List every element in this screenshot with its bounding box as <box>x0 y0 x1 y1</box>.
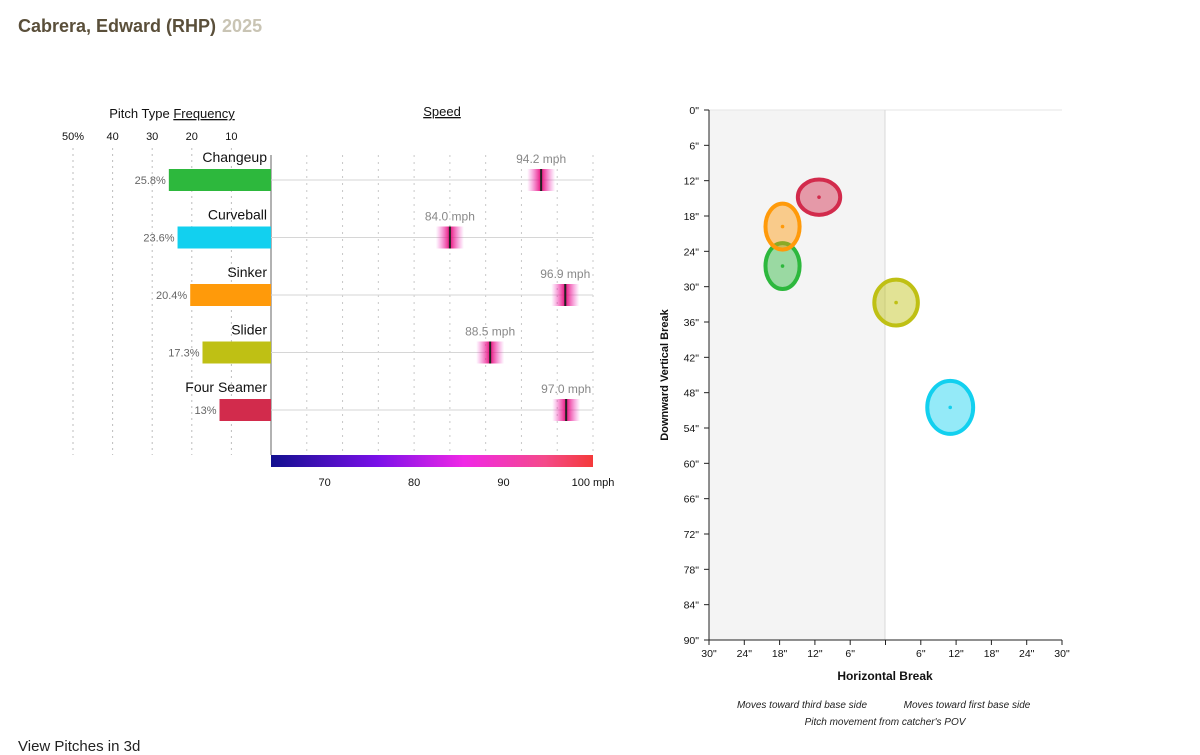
speed-value-label: 94.2 mph <box>516 152 566 166</box>
frequency-bar <box>190 284 271 306</box>
frequency-value-label: 25.8% <box>135 175 166 187</box>
pitch-movement-point <box>780 264 785 268</box>
catcher-pov-note: Pitch movement from catcher's POV <box>805 717 967 728</box>
frequency-bar <box>168 169 271 191</box>
frequency-tick-label: 10 <box>225 131 237 143</box>
x-tick-label: 30" <box>1054 648 1070 660</box>
x-tick-label: 24" <box>737 648 753 660</box>
speed-header[interactable]: Speed <box>423 104 461 119</box>
x-tick-label: 6" <box>845 648 855 660</box>
frequency-value-label: 23.6% <box>143 233 174 245</box>
frequency-tick-label: 40 <box>106 131 118 143</box>
frequency-tick-label: 20 <box>186 131 198 143</box>
speed-color-scale <box>271 455 593 467</box>
page-title: Cabrera, Edward (RHP) 2025 <box>18 16 262 37</box>
pitch-type-label: Sinker <box>227 264 267 280</box>
y-tick-label: 90" <box>684 635 700 647</box>
frequency-value-label: 17.3% <box>168 348 199 360</box>
pitch-type-label: Curveball <box>208 207 267 223</box>
frequency-header-prefix: Pitch Type <box>109 106 173 121</box>
y-tick-label: 84" <box>684 600 700 612</box>
frequency-bar <box>177 226 271 249</box>
x-tick-label: 6" <box>916 648 926 660</box>
frequency-tick-label: 30 <box>146 131 158 143</box>
y-tick-label: 18" <box>684 211 700 223</box>
speed-value-label: 97.0 mph <box>541 382 591 396</box>
y-tick-label: 12" <box>684 176 700 188</box>
third-base-note: Moves toward third base side <box>737 700 868 711</box>
third-base-side-region <box>709 110 885 640</box>
y-tick-label: 0" <box>689 105 699 117</box>
frequency-bar <box>219 399 271 421</box>
y-tick-label: 36" <box>684 317 700 329</box>
y-tick-label: 60" <box>684 458 700 470</box>
y-axis-label: Downward Vertical Break <box>659 308 671 440</box>
pitch-movement-point <box>948 405 953 410</box>
pitch-type-label: Four Seamer <box>185 379 267 395</box>
y-tick-label: 78" <box>684 564 700 576</box>
speed-tick-label: 100 mph <box>572 477 615 489</box>
pitch-movement-point <box>780 224 785 229</box>
frequency-header[interactable]: Pitch Type Frequency <box>109 106 235 121</box>
season-year: 2025 <box>222 16 263 36</box>
view-3d-link[interactable]: View Pitches in 3d <box>18 738 141 755</box>
frequency-tick-label: 50% <box>62 131 84 143</box>
pitch-movement-point <box>894 300 898 305</box>
speed-value-label: 88.5 mph <box>465 325 515 339</box>
y-tick-label: 54" <box>684 423 700 435</box>
speed-tick-label: 80 <box>408 477 420 489</box>
y-tick-label: 24" <box>684 246 700 258</box>
y-tick-label: 42" <box>684 352 700 364</box>
speed-tick-label: 90 <box>497 477 509 489</box>
x-tick-label: 18" <box>984 648 1000 660</box>
y-tick-label: 48" <box>684 388 700 400</box>
y-tick-label: 30" <box>684 282 700 294</box>
frequency-value-label: 20.4% <box>156 290 187 302</box>
pitch-type-label: Changeup <box>202 149 267 165</box>
x-tick-label: 12" <box>948 648 964 660</box>
speed-tick-label: 70 <box>319 477 331 489</box>
speed-value-label: 96.9 mph <box>540 267 590 281</box>
x-axis-label: Horizontal Break <box>837 669 933 683</box>
y-tick-label: 6" <box>689 140 699 152</box>
pitch-type-label: Slider <box>231 322 267 338</box>
x-tick-label: 24" <box>1019 648 1035 660</box>
player-name: Cabrera, Edward (RHP) <box>18 16 217 36</box>
frequency-header-link[interactable]: Frequency <box>173 106 235 121</box>
y-tick-label: 66" <box>684 494 700 506</box>
first-base-note: Moves toward first base side <box>904 700 1031 711</box>
x-tick-label: 18" <box>772 648 788 660</box>
x-tick-label: 12" <box>807 648 823 660</box>
frequency-bar <box>202 341 271 364</box>
frequency-value-label: 13% <box>194 405 216 417</box>
x-tick-label: 30" <box>701 648 717 660</box>
speed-value-label: 84.0 mph <box>425 210 475 224</box>
y-tick-label: 72" <box>684 529 700 541</box>
pitch-movement-point <box>817 195 821 199</box>
